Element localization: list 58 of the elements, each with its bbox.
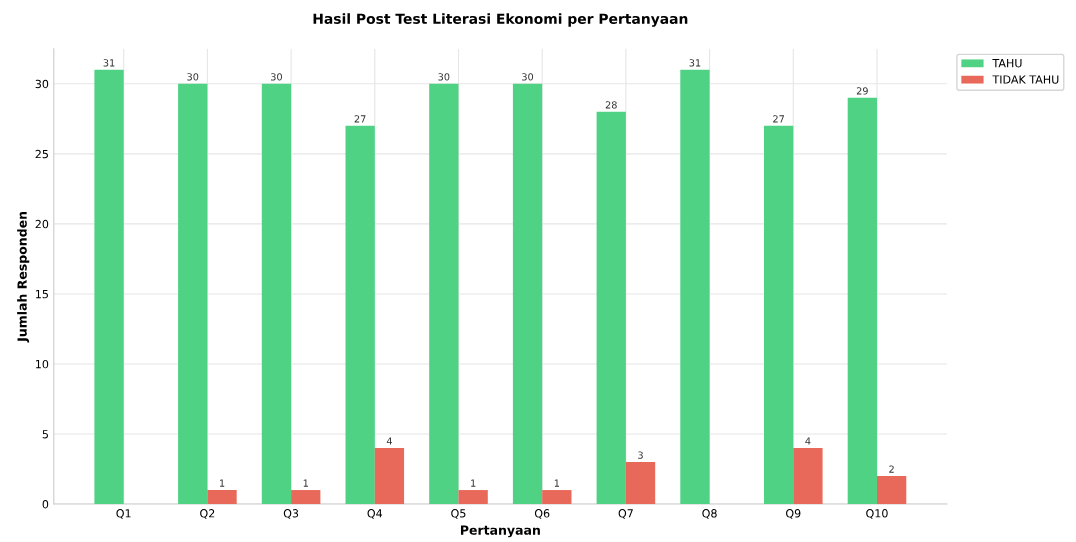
x-tick-label: Q8 <box>702 509 717 519</box>
bar <box>429 83 459 505</box>
x-tick-label: Q1 <box>116 509 131 519</box>
bar <box>207 490 237 505</box>
x-tick-label: Q7 <box>618 509 633 519</box>
bar <box>596 111 626 505</box>
bar <box>345 125 375 505</box>
chart-title: Hasil Post Test Literasi Ekonomi per Pertanyaan <box>313 13 688 27</box>
data-label: 1 <box>554 479 560 487</box>
y-tick-label: 25 <box>35 149 48 159</box>
data-label: 27 <box>354 115 366 123</box>
legend-label: TIDAK TAHU <box>992 75 1059 84</box>
x-tick-label: Q2 <box>200 509 215 519</box>
data-label: 30 <box>522 73 534 81</box>
bar <box>680 69 710 505</box>
bar <box>876 476 907 505</box>
bar <box>458 490 488 505</box>
x-tick-label: Q10 <box>866 509 888 519</box>
data-label: 30 <box>438 73 450 81</box>
y-tick-label: 30 <box>35 79 49 89</box>
data-label: 31 <box>103 59 115 67</box>
data-label: 31 <box>689 59 701 67</box>
bar <box>847 97 877 505</box>
y-tick-label: 15 <box>36 290 48 299</box>
bar <box>625 462 656 505</box>
data-label: 1 <box>220 479 225 487</box>
data-label: 29 <box>856 87 868 95</box>
bar <box>793 448 823 505</box>
data-label: 1 <box>471 479 476 487</box>
data-label: 30 <box>271 73 282 81</box>
y-axis-title: Jumlah Responden <box>17 211 30 343</box>
y-tick-label: 10 <box>36 359 49 369</box>
bar <box>261 83 292 505</box>
x-tick-label: Q6 <box>534 509 550 519</box>
bar <box>512 83 543 505</box>
data-label: 30 <box>187 73 199 81</box>
x-axis-title: Pertanyaan <box>460 525 540 538</box>
data-label: 28 <box>605 101 617 109</box>
x-tick-label: Q3 <box>283 509 299 519</box>
data-label: 27 <box>773 115 784 123</box>
bar <box>374 448 405 505</box>
x-tick-label: Q5 <box>451 509 466 519</box>
x-tick-label: Q9 <box>786 509 801 519</box>
y-tick-label: 0 <box>42 500 49 509</box>
data-label: 3 <box>638 451 643 459</box>
data-label: 1 <box>303 479 308 487</box>
data-label: 2 <box>889 465 894 473</box>
bar <box>178 83 208 505</box>
bar <box>542 490 572 505</box>
data-label: 4 <box>805 437 811 445</box>
data-label: 4 <box>386 437 392 445</box>
bar <box>764 125 794 505</box>
y-tick-label: 5 <box>42 430 48 439</box>
x-tick-label: Q4 <box>367 509 383 519</box>
bar <box>94 69 124 505</box>
legend-label: TAHU <box>992 59 1022 68</box>
y-tick-label: 20 <box>35 219 49 229</box>
bar <box>291 490 321 505</box>
